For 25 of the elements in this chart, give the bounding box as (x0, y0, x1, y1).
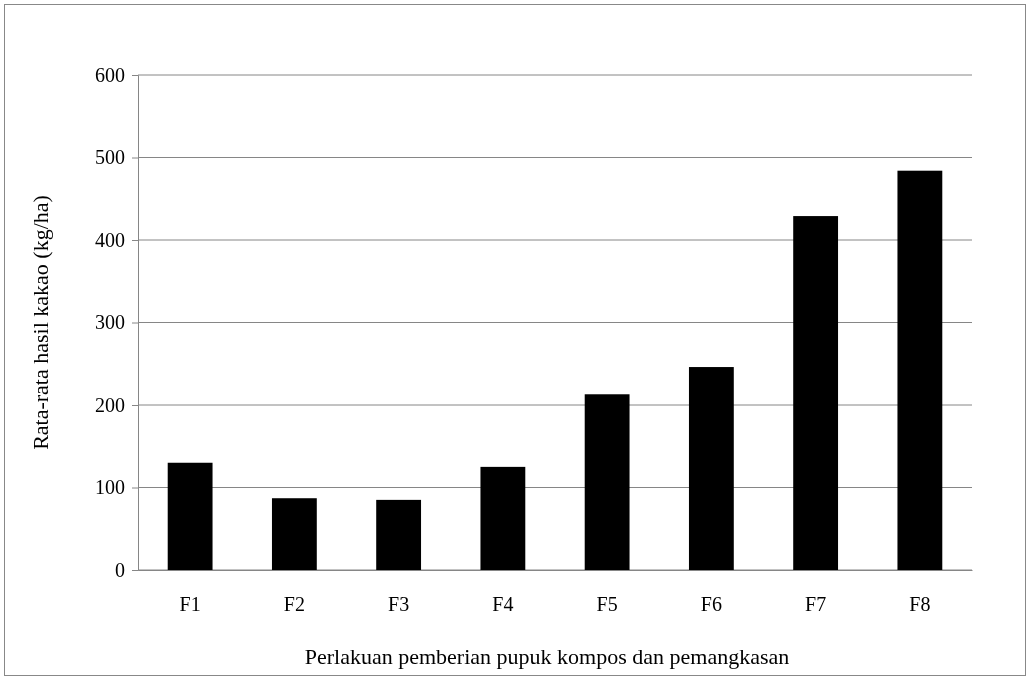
y-tick-label: 200 (95, 393, 125, 416)
x-tick-label: F6 (700, 593, 722, 615)
bar (376, 499, 422, 570)
y-tick-label: 300 (95, 311, 125, 334)
y-tick-label: 500 (95, 146, 125, 169)
bar (897, 170, 943, 570)
y-tick-label: 0 (115, 558, 125, 581)
x-tick-label: F4 (492, 593, 514, 615)
bar (584, 394, 630, 570)
x-tick-label: F1 (179, 593, 201, 615)
x-tick-label: F7 (805, 593, 827, 615)
bar (793, 216, 839, 570)
y-tick-label: 600 (95, 63, 125, 86)
x-tick-label: F8 (909, 593, 931, 615)
bar (167, 462, 213, 570)
bar (271, 498, 317, 570)
x-axis-title: Perlakuan pemberian pupuk kompos dan pemangkasan (304, 644, 790, 669)
x-tick-label: F2 (283, 593, 305, 615)
y-tick-label: 100 (95, 476, 125, 499)
x-tick-label: F5 (596, 593, 618, 615)
bar (480, 466, 526, 570)
y-axis-title: Rata-rata hasil kakao (kg/ha) (28, 195, 53, 450)
y-tick-label: 400 (95, 228, 125, 251)
bar (688, 367, 734, 570)
x-tick-label: F3 (388, 593, 410, 615)
